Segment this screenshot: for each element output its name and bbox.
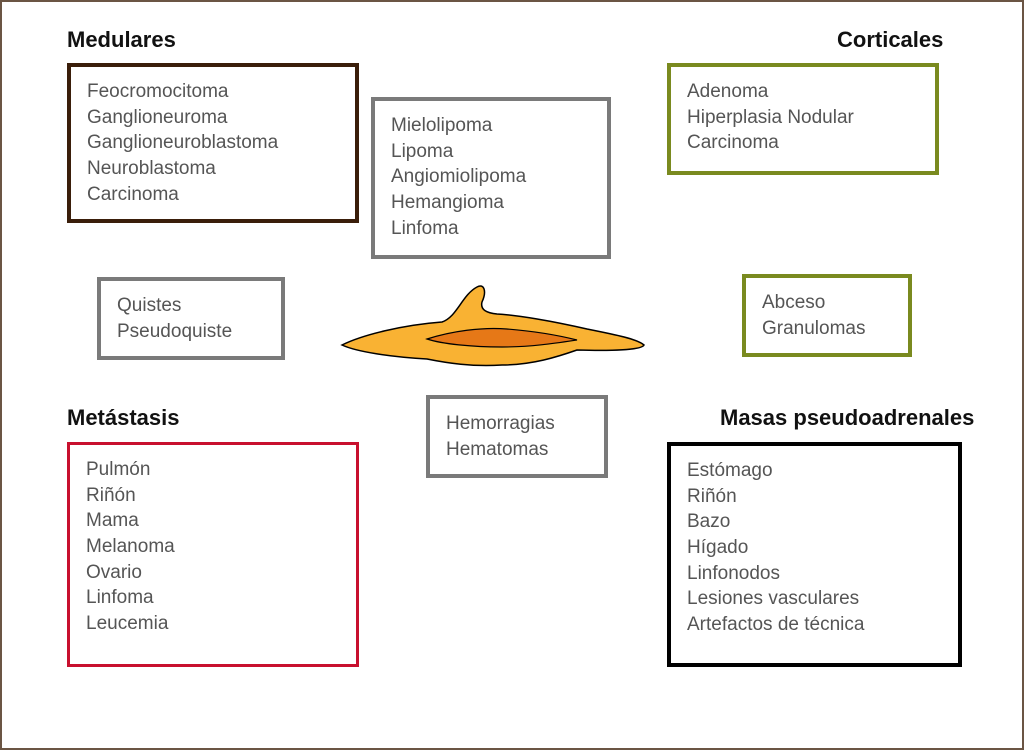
- box-pseudoadrenales: EstómagoRiñónBazoHígadoLinfonodosLesione…: [667, 442, 962, 667]
- box-metastasis: PulmónRiñónMamaMelanomaOvarioLinfomaLeuc…: [67, 442, 359, 667]
- list-item: Hematomas: [446, 437, 588, 463]
- adrenal-gland-icon: [332, 277, 652, 377]
- box-corticales: AdenomaHiperplasia NodularCarcinoma: [667, 63, 939, 175]
- list-item: Granulomas: [762, 316, 892, 342]
- list-item: Hemorragias: [446, 411, 588, 437]
- title-corticales: Corticales: [837, 27, 943, 53]
- box-medulares: FeocromocitomaGanglioneuromaGanglioneuro…: [67, 63, 359, 223]
- list-item: Linfonodos: [687, 561, 942, 587]
- title-medulares: Medulares: [67, 27, 176, 53]
- title-pseudoadrenales: Masas pseudoadrenales: [720, 405, 974, 431]
- list-item: Linfoma: [86, 585, 340, 611]
- list-item: Carcinoma: [687, 130, 919, 156]
- title-metastasis: Metástasis: [67, 405, 180, 431]
- list-item: Hemangioma: [391, 190, 591, 216]
- list-item: Neuroblastoma: [87, 156, 339, 182]
- list-item: Carcinoma: [87, 182, 339, 208]
- list-item: Riñón: [687, 484, 942, 510]
- list-item: Ovario: [86, 560, 340, 586]
- list-item: Mama: [86, 508, 340, 534]
- list-item: Pulmón: [86, 457, 340, 483]
- list-item: Hiperplasia Nodular: [687, 105, 919, 131]
- list-item: Lipoma: [391, 139, 591, 165]
- list-item: Angiomiolipoma: [391, 164, 591, 190]
- list-item: Hígado: [687, 535, 942, 561]
- list-item: Mielolipoma: [391, 113, 591, 139]
- list-item: Pseudoquiste: [117, 319, 265, 345]
- list-item: Feocromocitoma: [87, 79, 339, 105]
- list-item: Ganglioneuroma: [87, 105, 339, 131]
- list-item: Riñón: [86, 483, 340, 509]
- list-item: Melanoma: [86, 534, 340, 560]
- list-item: Quistes: [117, 293, 265, 319]
- list-item: Artefactos de técnica: [687, 612, 942, 638]
- list-item: Linfoma: [391, 216, 591, 242]
- box-center-top: MielolipomaLipomaAngiomiolipomaHemangiom…: [371, 97, 611, 259]
- list-item: Ganglioneuroblastoma: [87, 130, 339, 156]
- list-item: Abceso: [762, 290, 892, 316]
- list-item: Leucemia: [86, 611, 340, 637]
- adrenal-outer-path: [342, 286, 644, 366]
- box-quistes: QuistesPseudoquiste: [97, 277, 285, 360]
- box-hemorragias: HemorragiasHematomas: [426, 395, 608, 478]
- list-item: Adenoma: [687, 79, 919, 105]
- list-item: Lesiones vasculares: [687, 586, 942, 612]
- list-item: Estómago: [687, 458, 942, 484]
- list-item: Bazo: [687, 509, 942, 535]
- box-abceso: AbcesoGranulomas: [742, 274, 912, 357]
